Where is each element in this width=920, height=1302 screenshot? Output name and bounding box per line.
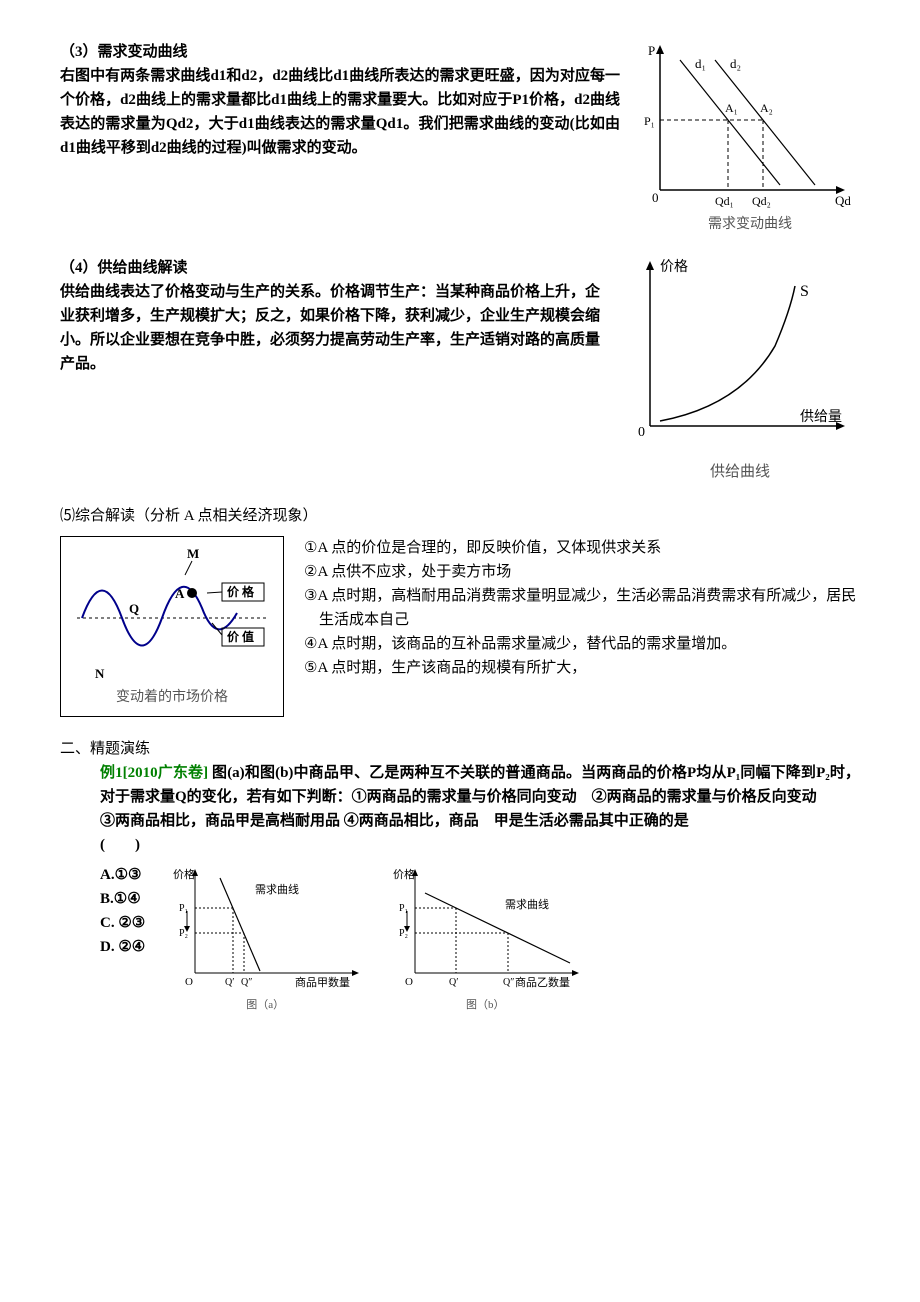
question-text-2: ③两商品相比，商品甲是高档耐用品 ④两商品相比，商品 甲是生活必需品其中正确的是 xyxy=(100,813,689,829)
section-5-caption: 变动着的市场价格 xyxy=(67,687,277,709)
section-4-caption: 供给曲线 xyxy=(620,460,860,484)
section-4-text: （4）供给曲线解读 供给曲线表达了价格变动与生产的关系。价格调节生产：当某种商品… xyxy=(60,256,600,376)
label-a: A xyxy=(175,586,185,601)
label-price: 价 格 xyxy=(227,584,255,599)
section-3-title: （3）需求变动曲线 xyxy=(60,44,188,60)
fig-a-q2: Q″ xyxy=(241,977,252,988)
fig-a-caption: 图（a） xyxy=(165,997,365,1015)
exercise-heading: 二、精题演练 xyxy=(60,737,860,761)
svg-text:d₂: d₂ xyxy=(730,56,741,71)
answer-options: A.①③ B.①④ C. ②③ D. ②④ xyxy=(100,863,145,959)
label-a1: A₁ xyxy=(725,101,738,115)
svg-text:0: 0 xyxy=(652,190,659,205)
section-4-title: （4）供给曲线解读 xyxy=(60,260,188,276)
svg-text:d₁: d₁ xyxy=(695,56,706,71)
section-5-items: ①A 点的价位是合理的，即反映价值，又体现供求关系 ②A 点供不应求，处于卖方市… xyxy=(304,536,860,680)
curve-s: S xyxy=(800,283,809,300)
fig-b-yaxis: 价格 xyxy=(393,867,415,881)
label-p1: P₁ xyxy=(644,114,655,128)
label-a2: A₂ xyxy=(760,101,773,115)
fig-b-xaxis: 商品乙数量 xyxy=(515,975,570,989)
question-text: 图(a)和图(b)中商品甲、乙是两种互不关联的普通商品。当两商品的价格P均从P₁… xyxy=(100,765,860,805)
section-3-body: 右图中有两条需求曲线d1和d2，d2曲线比d1曲线所表达的需求更旺盛，因为对应每… xyxy=(60,68,620,156)
label-q: Q xyxy=(129,601,139,616)
section-3-caption: 需求变动曲线 xyxy=(640,214,860,236)
axis-qd: Qd xyxy=(835,193,851,208)
fig-a-xaxis: 商品甲数量 xyxy=(295,975,350,989)
list-item: ②A 点供不应求，处于卖方市场 xyxy=(304,560,860,584)
fig-b-caption: 图（b） xyxy=(385,997,585,1015)
fig-a-yaxis: 价格 xyxy=(173,867,195,881)
fig-b-q2: Q″ xyxy=(503,977,514,988)
label-qd1: Qd₁ xyxy=(715,194,734,208)
section-5-title: ⑸综合解读（分析 A 点相关经济现象） xyxy=(60,504,860,528)
figure-a: 价格 商品甲数量 O 需求曲线 P₁ P₂ Q′ xyxy=(165,863,365,1015)
fig-b-q1: Q′ xyxy=(449,977,458,988)
label-m: M xyxy=(187,546,199,561)
list-item: ①A 点的价位是合理的，即反映价值，又体现供求关系 xyxy=(304,536,860,560)
demand-shift-chart: P Qd 0 d₁ d₂ P₁ A₁ A₂ Qd₁ Qd₂ xyxy=(640,40,860,210)
section-3-figure: P Qd 0 d₁ d₂ P₁ A₁ A₂ Qd₁ Qd₂ 需求变动曲线 xyxy=(640,40,860,236)
option-a: A.①③ xyxy=(100,863,145,887)
section-3-text: （3）需求变动曲线 右图中有两条需求曲线d1和d2，d2曲线比d1曲线所表达的需… xyxy=(60,40,620,160)
section-4-figure: 价格 供给量 0 S 供给曲线 xyxy=(620,256,860,484)
exercise-question: 例1[2010广东卷] 图(a)和图(b)中商品甲、乙是两种互不关联的普通商品。… xyxy=(100,761,860,857)
list-item: ④A 点时期，该商品的互补品需求量减少，替代品的需求量增加。 xyxy=(304,632,860,656)
question-figures: 价格 商品甲数量 O 需求曲线 P₁ P₂ Q′ xyxy=(165,863,585,1015)
example-label: 例1[2010广东卷] xyxy=(100,765,208,781)
price-fluctuation-chart: M N Q A 价 格 价 值 xyxy=(67,543,277,683)
label-qd2: Qd₂ xyxy=(752,194,771,208)
list-item: ⑤A 点时期，生产该商品的规模有所扩大， xyxy=(304,656,860,680)
question-paren: ( ) xyxy=(100,837,140,853)
axis-p: P xyxy=(648,43,655,58)
fig-a-origin: O xyxy=(185,976,193,988)
fig-a-curve: 需求曲线 xyxy=(255,882,299,896)
supply-curve-chart: 价格 供给量 0 S xyxy=(620,256,860,456)
fig-a-q1: Q′ xyxy=(225,977,234,988)
section-3: （3）需求变动曲线 右图中有两条需求曲线d1和d2，d2曲线比d1曲线所表达的需… xyxy=(60,40,860,236)
label-n: N xyxy=(95,666,105,681)
list-item: ③A 点时期，高档耐用品消费需求量明显减少，生活必需品消费需求有所减少，居民生活… xyxy=(304,584,860,632)
section-4-body: 供给曲线表达了价格变动与生产的关系。价格调节生产：当某种商品价格上升，企业获利增… xyxy=(60,284,600,372)
option-c: C. ②③ xyxy=(100,911,145,935)
axis-price: 价格 xyxy=(660,259,688,275)
option-b: B.①④ xyxy=(100,887,145,911)
figure-b: 价格 商品乙数量 O 需求曲线 P₁ P₂ Q′ Q″ xyxy=(385,863,585,1015)
section-5-figure: M N Q A 价 格 价 值 变动着的市场价格 xyxy=(60,536,284,716)
section-4: （4）供给曲线解读 供给曲线表达了价格变动与生产的关系。价格调节生产：当某种商品… xyxy=(60,256,860,484)
exercise-section: 二、精题演练 例1[2010广东卷] 图(a)和图(b)中商品甲、乙是两种互不关… xyxy=(60,737,860,1015)
label-value: 价 值 xyxy=(227,629,254,644)
fig-b-origin: O xyxy=(405,976,413,988)
option-d: D. ②④ xyxy=(100,935,145,959)
axis-supply: 供给量 xyxy=(800,409,842,425)
origin: 0 xyxy=(638,425,645,440)
fig-b-curve: 需求曲线 xyxy=(505,897,549,911)
section-5: ⑸综合解读（分析 A 点相关经济现象） M N Q A 价 格 xyxy=(60,504,860,716)
